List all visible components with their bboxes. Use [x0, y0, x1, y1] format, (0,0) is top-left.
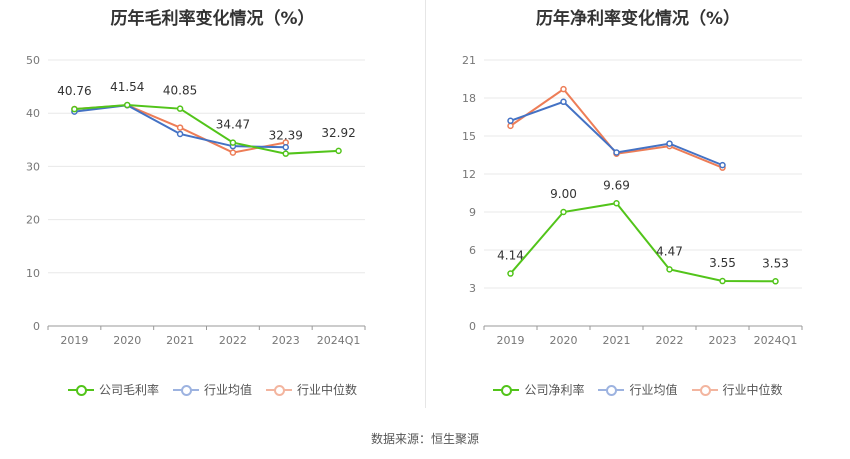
legend-label: 行业中位数: [297, 383, 358, 397]
data-label: 34.47: [216, 118, 250, 132]
x-tick-label: 2020: [550, 334, 578, 347]
data-label: 40.76: [57, 84, 91, 98]
data-point-industry-avg: [613, 149, 620, 156]
data-point-industry-median: [507, 122, 514, 130]
x-tick-label: 2019: [60, 334, 88, 347]
data-point-industry-median: [229, 149, 237, 156]
net-margin-chart: 0 3 6 9 12 15 18 21 2019 2020 2021 2022 2023 2024Q1 4.…: [462, 54, 803, 347]
y-tick-label: 15: [462, 130, 476, 143]
data-point-company: [282, 150, 289, 157]
data-label: 3.55: [709, 256, 736, 270]
x-tick-label: 2024Q1: [754, 334, 798, 347]
legend-label: 公司毛利率: [98, 383, 159, 397]
y-tick-label: 6: [469, 244, 476, 257]
legend-swatch-industry-avg-icon: [172, 384, 199, 396]
gross-margin-chart-panel: 历年毛利率变化情况（%） 0 10 20 30 40 50 2019 2020 2021 2022…: [0, 0, 425, 420]
x-tick-label: 2024Q1: [317, 334, 361, 347]
data-label: 4.14: [497, 249, 524, 263]
data-point-company: [613, 200, 620, 207]
gross-margin-chart: 0 10 20 30 40 50 2019 2020 2021 2022 2023 2024Q1 40.…: [26, 54, 366, 347]
legend-label: 行业均值: [629, 383, 678, 397]
data-point-industry-median: [560, 85, 567, 93]
x-tick-label: 2023: [709, 334, 737, 347]
x-tick-label: 2023: [272, 334, 300, 347]
data-point-company: [772, 278, 779, 285]
net-margin-chart-panel: 历年净利率变化情况（%） 0 3 6 9 12 15 18 21 2019 2020 2021 202…: [426, 0, 850, 420]
x-tick-label: 2019: [497, 334, 525, 347]
x-tick-label: 2022: [656, 334, 684, 347]
y-tick-label: 18: [462, 92, 476, 105]
x-tick-label: 2021: [166, 334, 194, 347]
x-tick-label: 2020: [113, 334, 141, 347]
chart-legend: 公司毛利率 行业均值 行业中位数: [0, 381, 425, 398]
data-label: 9.69: [603, 178, 630, 192]
legend-label: 公司净利率: [524, 383, 585, 397]
panel-divider: [425, 0, 426, 408]
legend-swatch-industry-avg-icon: [598, 384, 625, 396]
data-point-company: [560, 208, 567, 216]
data-label: 32.92: [321, 126, 355, 140]
chart-title: 历年毛利率变化情况（%）: [110, 9, 315, 29]
data-label: 3.53: [762, 256, 789, 270]
legend-swatch-company-icon: [67, 384, 94, 396]
data-point-company: [666, 266, 673, 273]
data-point-industry-avg: [176, 130, 184, 138]
legend-label: 行业中位数: [722, 383, 783, 397]
legend-item-company[interactable]: 公司毛利率: [67, 381, 159, 398]
data-point-industry-avg: [282, 143, 289, 151]
y-tick-label: 3: [469, 282, 476, 295]
data-point-industry-avg: [507, 117, 514, 125]
data-point-company: [719, 277, 726, 285]
data-label: 32.39: [269, 129, 303, 143]
legend-label: 行业均值: [203, 383, 252, 397]
y-tick-label: 20: [26, 214, 40, 227]
data-point-industry-avg: [666, 140, 673, 147]
data-point-company: [176, 105, 184, 112]
data-point-company: [507, 270, 514, 277]
data-label: 4.47: [656, 244, 683, 258]
x-tick-label: 2022: [219, 334, 247, 347]
y-tick-label: 21: [462, 54, 476, 67]
y-tick-label: 50: [26, 54, 40, 67]
y-tick-label: 12: [462, 168, 476, 181]
x-tick-label: 2021: [603, 334, 631, 347]
y-tick-label: 0: [33, 320, 40, 333]
data-point-industry-avg: [719, 161, 726, 169]
chart-title: 历年净利率变化情况（%）: [535, 9, 741, 29]
legend-swatch-industry-median-icon: [691, 384, 718, 396]
chart-legend: 公司净利率 行业均值 行业中位数: [426, 381, 850, 398]
data-point-company: [124, 101, 131, 109]
data-point-industry-median: [176, 124, 184, 131]
series-line-company: [509, 202, 776, 283]
data-source-note: 数据来源：恒生聚源: [370, 432, 479, 446]
legend-item-industry-avg[interactable]: 行业均值: [598, 381, 678, 398]
legend-item-company[interactable]: 公司净利率: [493, 381, 584, 398]
legend-item-industry-median[interactable]: 行业中位数: [691, 381, 783, 398]
y-tick-label: 30: [26, 160, 40, 173]
data-label: 41.54: [110, 80, 144, 94]
y-tick-label: 10: [26, 267, 40, 280]
y-tick-label: 40: [26, 107, 40, 120]
legend-swatch-industry-median-icon: [266, 384, 292, 396]
series-line-company: [74, 104, 339, 155]
data-label: 9.00: [550, 187, 577, 201]
data-label: 40.85: [163, 84, 197, 98]
data-point-company: [335, 147, 342, 155]
legend-item-industry-avg[interactable]: 行业均值: [172, 381, 252, 398]
legend-item-industry-median[interactable]: 行业中位数: [266, 381, 357, 398]
data-point-company: [71, 105, 78, 113]
data-point-industry-avg: [560, 98, 567, 106]
data-point-company: [229, 139, 237, 146]
y-tick-label: 0: [469, 320, 476, 333]
legend-swatch-company-icon: [493, 384, 520, 396]
y-tick-label: 9: [469, 206, 476, 219]
